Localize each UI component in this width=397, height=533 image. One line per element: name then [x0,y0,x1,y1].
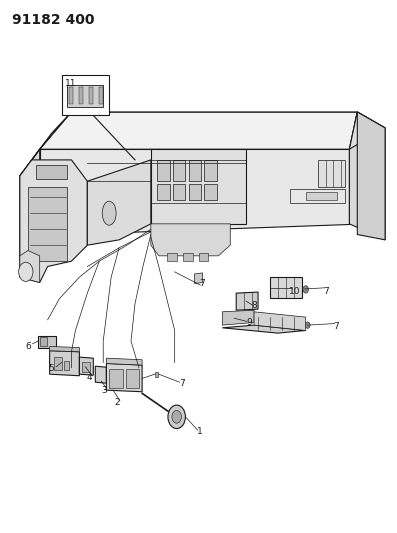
Polygon shape [357,112,385,240]
Text: 7: 7 [179,379,185,388]
Polygon shape [349,112,385,149]
Circle shape [168,405,185,429]
Text: 3: 3 [101,386,107,394]
Polygon shape [318,160,345,187]
Text: 5: 5 [49,365,54,373]
Bar [79,87,83,104]
Text: 11: 11 [65,79,76,87]
Polygon shape [204,160,217,181]
Text: 4: 4 [87,373,92,382]
Polygon shape [236,292,258,310]
Polygon shape [50,346,79,352]
Polygon shape [222,310,254,325]
Polygon shape [270,277,302,298]
Polygon shape [173,184,185,200]
Polygon shape [222,325,306,333]
Bar [67,85,103,107]
Text: 7: 7 [333,322,339,330]
Bar [54,357,62,370]
Polygon shape [87,160,151,245]
Text: 7: 7 [324,287,329,296]
Polygon shape [349,112,385,240]
Polygon shape [167,253,177,261]
Text: 7: 7 [200,279,205,288]
Bar [64,361,69,370]
Circle shape [303,286,308,293]
Polygon shape [28,187,67,261]
Polygon shape [254,312,306,330]
Circle shape [19,262,33,281]
Text: 91182 400: 91182 400 [12,13,94,27]
Bar [126,369,139,388]
Text: 10: 10 [289,287,300,296]
Polygon shape [20,112,71,176]
Bar [89,87,93,104]
Bar [69,87,73,104]
Circle shape [305,322,310,328]
Bar [40,337,47,346]
Polygon shape [173,160,185,181]
Polygon shape [157,184,170,200]
Polygon shape [20,149,40,261]
Polygon shape [157,160,170,181]
Text: 8: 8 [251,302,257,310]
Polygon shape [151,149,246,224]
Bar [99,87,103,104]
Text: 2: 2 [115,399,120,407]
Bar [82,362,90,372]
Polygon shape [95,366,106,383]
Polygon shape [38,336,56,348]
Polygon shape [20,160,87,282]
Bar [62,75,109,115]
Bar [109,369,123,388]
Circle shape [172,410,181,423]
Ellipse shape [102,201,116,225]
Polygon shape [195,273,202,284]
Polygon shape [79,357,93,375]
Polygon shape [189,184,201,200]
Polygon shape [106,364,142,392]
Polygon shape [20,251,40,282]
Text: 6: 6 [26,342,31,351]
Polygon shape [151,224,230,256]
Polygon shape [198,253,208,261]
Bar [306,192,337,200]
Polygon shape [106,358,142,365]
Polygon shape [204,184,217,200]
Polygon shape [290,189,345,203]
Polygon shape [183,253,193,261]
Polygon shape [40,149,349,235]
Text: 9: 9 [247,318,252,327]
Text: 1: 1 [197,427,203,436]
Polygon shape [36,165,67,179]
Bar [155,372,158,377]
Polygon shape [50,351,79,376]
Polygon shape [189,160,201,181]
Polygon shape [40,112,357,149]
